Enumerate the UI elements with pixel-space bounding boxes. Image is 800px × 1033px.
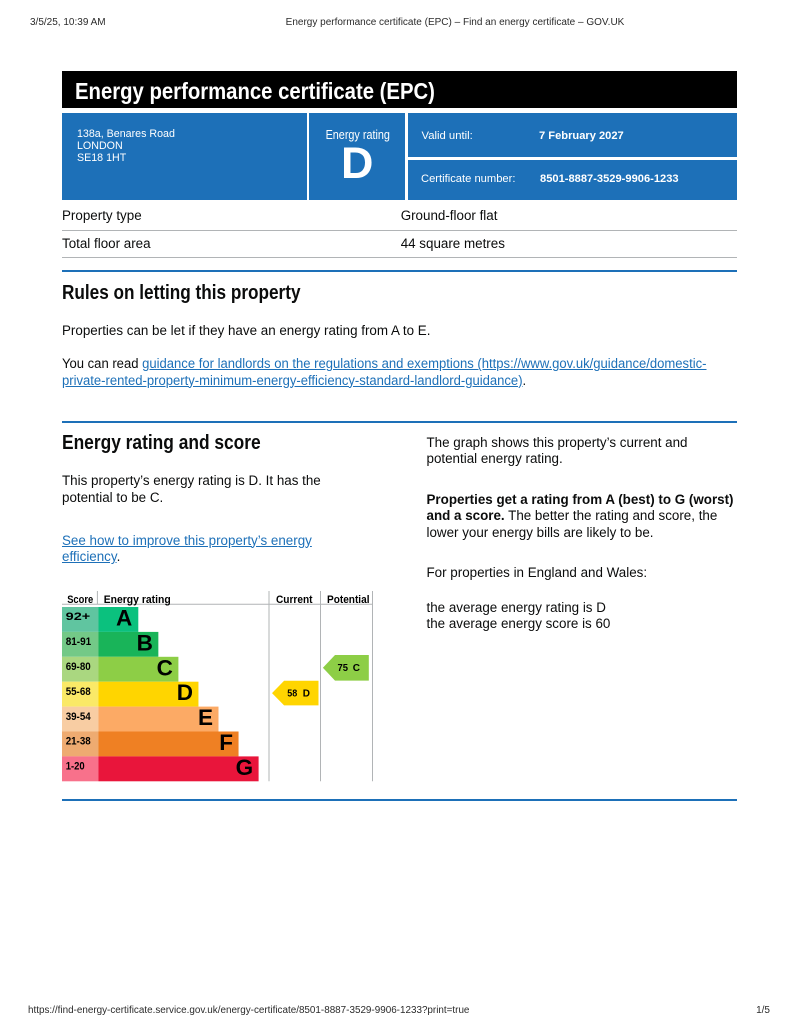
svg-text:A: A — [116, 606, 132, 631]
svg-text:D: D — [303, 688, 310, 699]
svg-text:55-68: 55-68 — [66, 686, 91, 698]
svg-text:F: F — [219, 730, 233, 755]
svg-text:92+: 92+ — [66, 611, 91, 623]
svg-text:69-80: 69-80 — [66, 661, 91, 673]
svg-text:39-54: 39-54 — [66, 711, 92, 723]
svg-text:21-38: 21-38 — [66, 736, 91, 748]
svg-text:Potential: Potential — [327, 594, 370, 606]
svg-text:C: C — [353, 663, 360, 674]
svg-text:Current: Current — [276, 594, 313, 606]
svg-text:E: E — [198, 705, 213, 730]
svg-text:G: G — [236, 755, 254, 780]
svg-text:C: C — [157, 655, 173, 680]
svg-text:75: 75 — [338, 663, 349, 674]
svg-text:1-20: 1-20 — [66, 761, 85, 773]
svg-text:D: D — [177, 680, 193, 705]
svg-text:Energy rating: Energy rating — [104, 594, 171, 606]
svg-text:58: 58 — [287, 688, 297, 699]
svg-text:81-91: 81-91 — [66, 636, 92, 648]
svg-text:Score: Score — [67, 594, 93, 606]
svg-text:B: B — [137, 630, 153, 655]
